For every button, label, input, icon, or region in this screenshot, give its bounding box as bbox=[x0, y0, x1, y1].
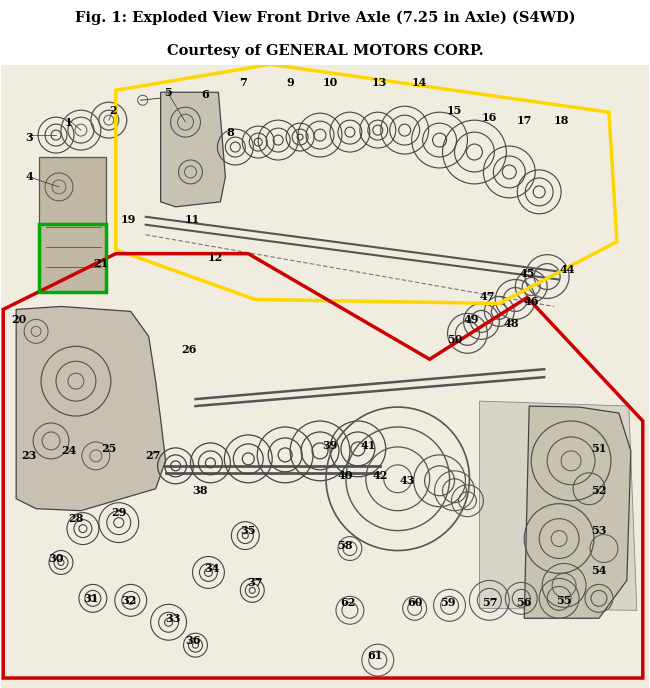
Text: 24: 24 bbox=[61, 445, 77, 456]
Text: 21: 21 bbox=[93, 258, 109, 269]
Text: 43: 43 bbox=[400, 475, 415, 486]
Text: 40: 40 bbox=[337, 471, 352, 482]
Text: 51: 51 bbox=[592, 443, 606, 454]
Bar bbox=[39, 224, 106, 292]
Text: 48: 48 bbox=[504, 318, 519, 329]
Text: 34: 34 bbox=[205, 563, 220, 574]
Text: 12: 12 bbox=[208, 252, 223, 263]
Polygon shape bbox=[16, 306, 166, 510]
Polygon shape bbox=[161, 92, 226, 207]
Text: 54: 54 bbox=[592, 565, 606, 576]
Text: 61: 61 bbox=[367, 649, 382, 660]
Text: 19: 19 bbox=[121, 214, 136, 225]
Text: 58: 58 bbox=[337, 540, 353, 551]
Polygon shape bbox=[480, 401, 637, 610]
Text: 57: 57 bbox=[482, 596, 497, 608]
Text: 36: 36 bbox=[185, 635, 200, 645]
Text: 23: 23 bbox=[21, 451, 37, 462]
Text: 33: 33 bbox=[165, 613, 180, 624]
Text: Courtesy of GENERAL MOTORS CORP.: Courtesy of GENERAL MOTORS CORP. bbox=[166, 44, 484, 58]
Text: 59: 59 bbox=[440, 596, 455, 608]
Text: 47: 47 bbox=[480, 291, 495, 302]
Text: 9: 9 bbox=[286, 77, 294, 88]
Text: 27: 27 bbox=[145, 451, 161, 462]
Text: 2: 2 bbox=[109, 105, 116, 116]
Text: 3: 3 bbox=[25, 131, 33, 142]
Text: 20: 20 bbox=[12, 314, 27, 325]
Text: 50: 50 bbox=[447, 334, 462, 345]
Text: 17: 17 bbox=[517, 115, 532, 126]
Text: 42: 42 bbox=[372, 471, 387, 482]
Polygon shape bbox=[39, 157, 106, 292]
Text: 56: 56 bbox=[517, 596, 532, 608]
Text: 49: 49 bbox=[463, 314, 479, 325]
Text: 62: 62 bbox=[340, 596, 356, 608]
Text: 11: 11 bbox=[185, 214, 200, 225]
Text: 38: 38 bbox=[192, 485, 208, 496]
Text: 35: 35 bbox=[240, 525, 256, 536]
Text: 18: 18 bbox=[553, 115, 569, 126]
Text: 10: 10 bbox=[322, 77, 337, 88]
Text: 37: 37 bbox=[248, 577, 263, 588]
Text: 16: 16 bbox=[482, 111, 497, 122]
Text: Fig. 1: Exploded View Front Drive Axle (7.25 in Axle) (S4WD): Fig. 1: Exploded View Front Drive Axle (… bbox=[75, 11, 575, 25]
Text: 5: 5 bbox=[164, 87, 172, 98]
Text: 6: 6 bbox=[202, 89, 209, 100]
Text: 53: 53 bbox=[592, 525, 606, 536]
Text: 29: 29 bbox=[111, 507, 127, 518]
Text: 45: 45 bbox=[519, 268, 535, 279]
Text: 44: 44 bbox=[560, 264, 575, 275]
Text: 1: 1 bbox=[65, 117, 73, 128]
Text: 60: 60 bbox=[407, 596, 422, 608]
Text: 25: 25 bbox=[101, 443, 116, 454]
Text: 55: 55 bbox=[556, 595, 572, 606]
Text: 26: 26 bbox=[181, 344, 196, 355]
Text: 41: 41 bbox=[360, 440, 376, 451]
Text: 31: 31 bbox=[83, 593, 99, 604]
Text: 4: 4 bbox=[25, 171, 33, 182]
Text: 46: 46 bbox=[523, 296, 539, 307]
Text: 15: 15 bbox=[447, 105, 462, 116]
Text: 30: 30 bbox=[48, 553, 64, 564]
Text: 39: 39 bbox=[322, 440, 338, 451]
Text: 32: 32 bbox=[121, 595, 136, 606]
Polygon shape bbox=[525, 406, 631, 619]
Text: 8: 8 bbox=[226, 127, 234, 138]
Text: 13: 13 bbox=[372, 77, 387, 88]
Text: 7: 7 bbox=[239, 77, 247, 88]
Text: 52: 52 bbox=[592, 485, 606, 496]
Text: 28: 28 bbox=[68, 513, 84, 524]
Text: 14: 14 bbox=[412, 77, 427, 88]
